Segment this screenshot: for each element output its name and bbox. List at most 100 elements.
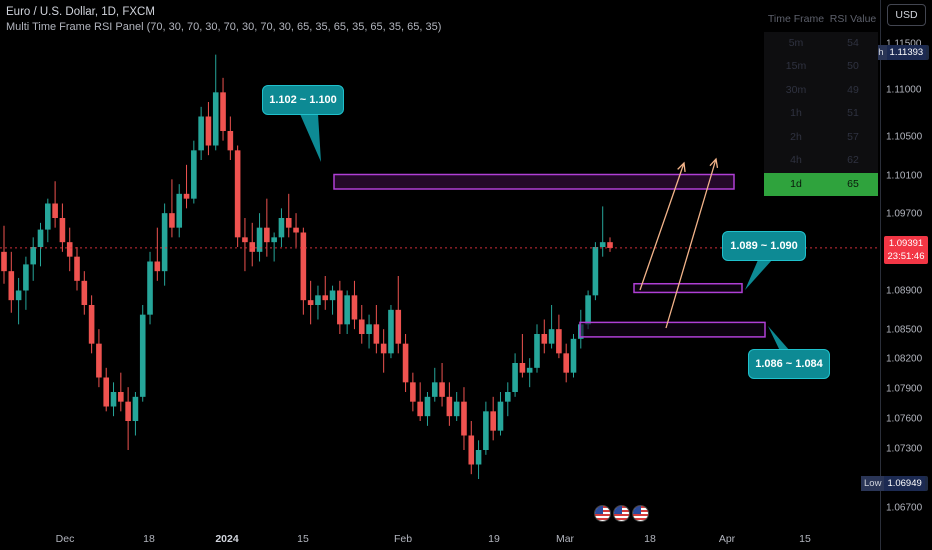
- candle-body[interactable]: [417, 401, 423, 417]
- candle-body[interactable]: [512, 363, 518, 392]
- candle-body[interactable]: [249, 242, 256, 252]
- candle-body[interactable]: [585, 295, 591, 325]
- candle-body[interactable]: [139, 314, 146, 397]
- candle-body[interactable]: [8, 271, 15, 301]
- candle-body[interactable]: [132, 396, 139, 421]
- candle-body[interactable]: [59, 218, 66, 243]
- candle-body[interactable]: [198, 116, 204, 151]
- us-flag-icon[interactable]: [594, 505, 611, 522]
- candle-body[interactable]: [183, 193, 190, 199]
- candle-body[interactable]: [110, 392, 117, 407]
- candle-body[interactable]: [607, 242, 613, 248]
- candle-body[interactable]: [147, 261, 153, 315]
- candle-body[interactable]: [278, 218, 285, 238]
- candle-body[interactable]: [410, 382, 416, 402]
- candle-body[interactable]: [431, 382, 438, 397]
- candle-body[interactable]: [242, 237, 248, 243]
- indicator-label[interactable]: Multi Time Frame RSI Panel (70, 30, 70, …: [6, 21, 442, 33]
- candle-body[interactable]: [351, 295, 358, 320]
- candle-body[interactable]: [256, 227, 263, 252]
- candle-body[interactable]: [439, 382, 445, 397]
- candle-body[interactable]: [1, 251, 7, 272]
- us-flag-icon[interactable]: [613, 505, 630, 522]
- candle-body[interactable]: [373, 324, 380, 344]
- candle-body[interactable]: [504, 392, 511, 402]
- candle-body[interactable]: [52, 203, 58, 219]
- candle-body[interactable]: [526, 367, 533, 373]
- candle-body[interactable]: [293, 227, 299, 233]
- candle-body[interactable]: [461, 401, 467, 436]
- callout-lower-zone[interactable]: 1.086 ~ 1.084: [748, 349, 830, 379]
- candle-body[interactable]: [315, 295, 321, 305]
- candle-body[interactable]: [161, 213, 168, 272]
- candle-body[interactable]: [329, 290, 336, 301]
- candle-body[interactable]: [88, 305, 95, 344]
- candle-body[interactable]: [337, 290, 343, 325]
- projection-arrow-1[interactable]: [639, 162, 685, 291]
- candle-body[interactable]: [322, 295, 329, 301]
- candle-body[interactable]: [468, 435, 475, 465]
- candle-body[interactable]: [388, 309, 394, 354]
- candle-body[interactable]: [125, 401, 131, 421]
- candle-body[interactable]: [66, 242, 73, 257]
- candle-body[interactable]: [227, 131, 234, 151]
- candlestick-chart[interactable]: [0, 0, 880, 550]
- candle-body[interactable]: [118, 392, 124, 402]
- candle-body[interactable]: [212, 92, 219, 146]
- candle-body[interactable]: [74, 256, 80, 281]
- candle-body[interactable]: [380, 343, 387, 354]
- candle-body[interactable]: [191, 150, 197, 199]
- candle-body[interactable]: [556, 329, 562, 354]
- candle-body[interactable]: [402, 343, 409, 383]
- candle-body[interactable]: [358, 319, 365, 335]
- candle-body[interactable]: [103, 377, 110, 407]
- candle-body[interactable]: [81, 280, 88, 305]
- candle-body[interactable]: [453, 401, 460, 417]
- candle-body[interactable]: [285, 218, 292, 228]
- zone-upper[interactable]: [333, 173, 735, 190]
- economic-events[interactable]: [594, 505, 649, 522]
- candle-body[interactable]: [300, 232, 307, 301]
- candle-body[interactable]: [234, 150, 241, 238]
- candle-body[interactable]: [519, 363, 526, 373]
- candle-body[interactable]: [264, 227, 270, 243]
- candle-body[interactable]: [205, 116, 212, 146]
- candle-body[interactable]: [534, 334, 540, 368]
- candle-body[interactable]: [307, 300, 314, 305]
- candle-body[interactable]: [37, 229, 44, 247]
- zone-middle[interactable]: [633, 282, 743, 294]
- candle-body[interactable]: [271, 237, 277, 243]
- candle-body[interactable]: [154, 261, 161, 272]
- candle-body[interactable]: [366, 324, 372, 334]
- candle-body[interactable]: [446, 396, 453, 417]
- candle-body[interactable]: [490, 411, 496, 431]
- callout-upper-zone[interactable]: 1.102 ~ 1.100: [262, 85, 344, 115]
- candle-body[interactable]: [592, 247, 599, 296]
- candle-body[interactable]: [424, 396, 431, 417]
- candle-body[interactable]: [570, 338, 577, 373]
- candle-body[interactable]: [563, 353, 569, 373]
- candle-body[interactable]: [395, 309, 402, 344]
- zone-lower[interactable]: [579, 321, 766, 338]
- candle-body[interactable]: [220, 92, 226, 131]
- candle-body[interactable]: [344, 295, 350, 325]
- projection-arrow-2[interactable]: [665, 158, 717, 329]
- candle-body[interactable]: [15, 290, 22, 301]
- us-flag-icon[interactable]: [632, 505, 649, 522]
- candle-body[interactable]: [23, 264, 29, 291]
- currency-button[interactable]: USD: [887, 4, 926, 26]
- candle-body[interactable]: [599, 242, 606, 247]
- candle-body[interactable]: [483, 411, 489, 450]
- candle-body[interactable]: [497, 401, 504, 431]
- candle-body[interactable]: [96, 343, 102, 378]
- candle-body[interactable]: [548, 329, 555, 344]
- candle-body[interactable]: [169, 213, 175, 228]
- symbol-title[interactable]: Euro / U.S. Dollar, 1D, FXCM: [6, 6, 155, 18]
- candle-body[interactable]: [30, 247, 37, 265]
- candle-body[interactable]: [541, 334, 548, 344]
- callout-middle-zone[interactable]: 1.089 ~ 1.090: [722, 231, 806, 261]
- candle-body[interactable]: [475, 450, 482, 465]
- candle-body[interactable]: [45, 203, 51, 230]
- candle-body[interactable]: [176, 193, 183, 228]
- price-axis[interactable]: [880, 0, 932, 550]
